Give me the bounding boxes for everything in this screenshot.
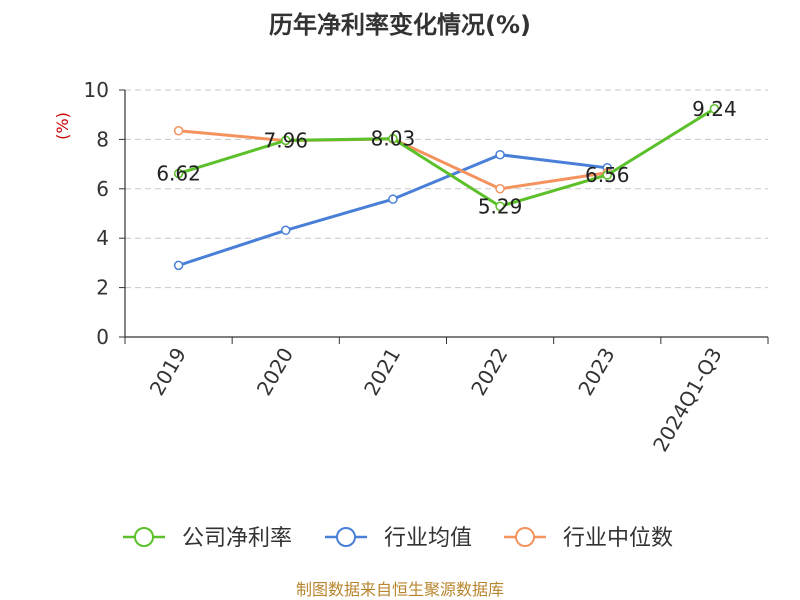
data-point [281, 135, 291, 146]
y-axis-label: (%) [53, 112, 72, 140]
data-label: 6.62 [156, 161, 201, 185]
data-label: 6.56 [585, 163, 630, 187]
y-tick-label: 2 [96, 276, 109, 300]
data-point [495, 184, 505, 194]
x-tick-label: 2022 [466, 344, 512, 400]
data-point [602, 170, 612, 180]
x-tick-label: 2024Q1-Q3 [648, 344, 727, 456]
data-point [709, 104, 720, 114]
y-tick-label: 10 [84, 78, 109, 102]
data-label: 8.03 [371, 127, 416, 151]
x-tick-label: 2021 [359, 344, 405, 400]
x-tick-label: 2020 [252, 344, 298, 400]
series [173, 104, 720, 271]
series-line [178, 153, 608, 267]
chart-title: 历年净利率变化情况(%) [269, 11, 531, 39]
axes: 0 2 4 6 8 10 2019 2020 2021 2022 2023 2024Q1-Q3 [84, 78, 769, 456]
data-point [495, 201, 505, 212]
legend-label: 行业中位数 [563, 526, 673, 551]
data-point [173, 168, 184, 179]
data-point [495, 149, 505, 160]
legend: 公司净利率 行业均值 行业中位数 [123, 526, 673, 551]
legend-swatch-marker [336, 527, 356, 547]
series-line [178, 107, 716, 208]
data-point [173, 260, 184, 271]
data-source: 制图数据来自恒生聚源数据库 [296, 580, 504, 599]
y-tick-label: 0 [96, 325, 109, 349]
data-point [388, 133, 398, 144]
legend-label: 行业均值 [384, 526, 472, 551]
grid [125, 89, 768, 289]
legend-swatch-marker [515, 527, 535, 547]
data-point [173, 126, 184, 136]
legend-swatch-marker [134, 527, 154, 547]
data-label: 5.29 [478, 194, 523, 218]
y-tick-label: 8 [96, 127, 109, 151]
data-point [281, 225, 291, 236]
data-label: 9.24 [692, 97, 737, 121]
data-point [388, 194, 398, 204]
data-labels: 6.62 7.96 8.03 5.29 6.56 9.24 [156, 97, 736, 219]
legend-label: 公司净利率 [182, 526, 292, 551]
x-tick-label: 2023 [573, 344, 619, 400]
x-tick-label: 2019 [145, 344, 191, 400]
y-tick-label: 6 [96, 177, 109, 201]
y-tick-label: 4 [96, 226, 109, 250]
data-label: 7.96 [263, 128, 308, 152]
